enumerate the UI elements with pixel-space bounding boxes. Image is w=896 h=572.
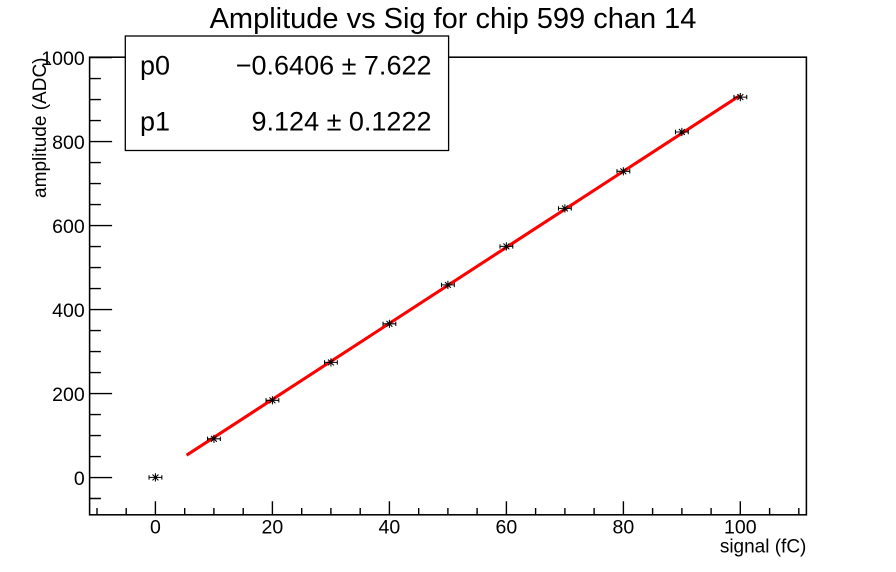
svg-text:9.124 ± 0.1222: 9.124 ± 0.1222 bbox=[252, 107, 432, 137]
svg-text:40: 40 bbox=[379, 517, 401, 539]
svg-text:20: 20 bbox=[262, 517, 284, 539]
svg-text:1000: 1000 bbox=[41, 48, 85, 70]
svg-text:p0: p0 bbox=[140, 51, 170, 81]
svg-text:60: 60 bbox=[496, 517, 518, 539]
svg-text:800: 800 bbox=[52, 132, 85, 154]
svg-text:0: 0 bbox=[150, 517, 161, 539]
svg-text:Amplitude vs Sig for chip 599: Amplitude vs Sig for chip 599 chan 14 bbox=[210, 3, 697, 35]
svg-text:p1: p1 bbox=[140, 107, 170, 137]
svg-text:80: 80 bbox=[613, 517, 635, 539]
svg-text:100: 100 bbox=[724, 517, 757, 539]
svg-text:400: 400 bbox=[52, 300, 85, 322]
svg-text:−0.6406 ± 7.622: −0.6406 ± 7.622 bbox=[236, 51, 432, 81]
svg-text:amplitude (ADC): amplitude (ADC) bbox=[30, 58, 51, 198]
svg-text:200: 200 bbox=[52, 384, 85, 406]
svg-text:signal (fC): signal (fC) bbox=[720, 537, 807, 558]
svg-text:0: 0 bbox=[74, 468, 85, 490]
svg-text:600: 600 bbox=[52, 216, 85, 238]
